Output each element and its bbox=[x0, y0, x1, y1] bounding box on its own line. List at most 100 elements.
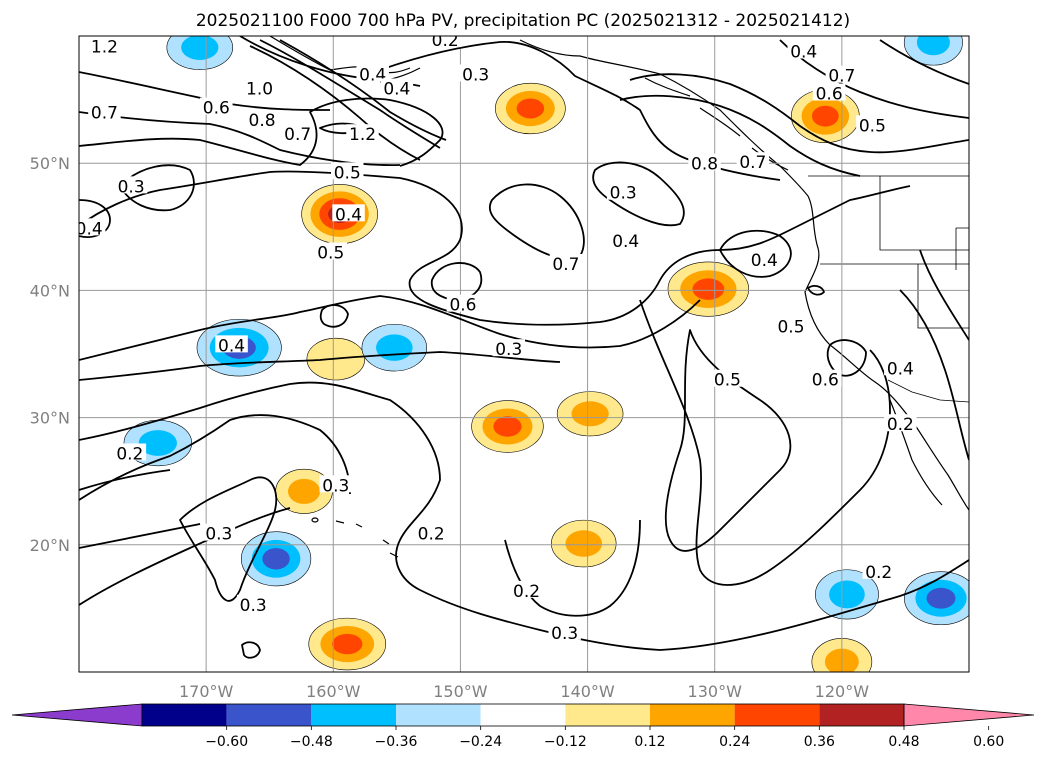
precip-feature-positive bbox=[551, 519, 617, 568]
chart-title: 2025021100 F000 700 hPa PV, precipitatio… bbox=[196, 11, 850, 31]
colorbar-tick-label: −0.48 bbox=[290, 734, 333, 750]
contour-label: 0.2 bbox=[432, 31, 459, 51]
contour-04-ring bbox=[79, 170, 911, 326]
contour-label: 0.7 bbox=[828, 67, 855, 87]
contour-label-bg bbox=[428, 36, 462, 48]
contour-03-loop-east bbox=[592, 161, 685, 227]
contour-label: 0.4 bbox=[612, 232, 639, 252]
colorbar-segment bbox=[565, 704, 650, 726]
hawaii-islands bbox=[335, 520, 399, 558]
lon-tick-label: 120°W bbox=[815, 682, 870, 701]
lon-tick-label: 160°W bbox=[306, 682, 361, 701]
colorbar-segment bbox=[734, 704, 820, 726]
contour-label: 0.3 bbox=[462, 65, 489, 85]
contour-north-east-2 bbox=[779, 39, 969, 119]
colorbar-tick-label: −0.12 bbox=[544, 734, 587, 750]
contour-se-03 bbox=[919, 249, 969, 341]
contour-south-02 bbox=[79, 381, 969, 651]
contour-label-bg bbox=[510, 580, 543, 598]
contour-label-bg bbox=[492, 339, 525, 357]
precip-contour-level bbox=[916, 36, 950, 56]
precip-contour-level bbox=[692, 278, 725, 300]
colorbar-tick-label: 0.60 bbox=[973, 734, 1004, 750]
contour-label-bg bbox=[414, 523, 448, 541]
colorbar-tick-label: 0.48 bbox=[888, 734, 919, 750]
lon-tick-label: 170°W bbox=[179, 682, 234, 701]
contour-label: 1.2 bbox=[349, 125, 376, 145]
contour-label-bg bbox=[446, 294, 480, 312]
contour-label-bg bbox=[202, 523, 236, 541]
contour-label: 0.4 bbox=[359, 65, 386, 85]
map-frame bbox=[78, 35, 970, 673]
contour-label-bg bbox=[113, 443, 147, 461]
colorbar-outline bbox=[141, 703, 905, 727]
colorbar-segment bbox=[311, 704, 396, 726]
precip-feature-positive bbox=[308, 617, 387, 671]
colorbar-segment bbox=[396, 704, 481, 726]
precip-feature-positive bbox=[275, 468, 333, 514]
precip-contour-level bbox=[516, 98, 545, 119]
contour-labels: 1.2 0.20.30.40.40.40.70.60.51.00.7 0.60.80… bbox=[79, 31, 917, 644]
contour-label-bg bbox=[346, 124, 379, 142]
contour-label: 0.8 bbox=[249, 111, 276, 131]
precip-feature-positive bbox=[556, 391, 624, 437]
contour-label-bg bbox=[332, 204, 365, 222]
contour-label: 0.3 bbox=[495, 340, 522, 360]
precip-feature-negative bbox=[361, 323, 428, 372]
colorbar-tick-label: 0.36 bbox=[804, 734, 835, 750]
bc-islands bbox=[644, 77, 789, 171]
contour-03-sub bbox=[79, 351, 561, 381]
contour-label-bg bbox=[606, 182, 640, 200]
contour-east-05 bbox=[664, 329, 792, 552]
contour-label-bg bbox=[281, 124, 314, 142]
contour-label-bg bbox=[609, 231, 642, 249]
contour-label: 0.2 bbox=[865, 563, 892, 583]
contour-label-bg bbox=[748, 250, 781, 268]
precip-contour-level bbox=[287, 478, 321, 504]
contour-label: 0.2 bbox=[887, 415, 914, 435]
precip-contour-level bbox=[138, 430, 177, 456]
contour-label: 0.7 bbox=[739, 153, 766, 173]
contour-label-bg bbox=[862, 561, 895, 579]
contour-label: 0.5 bbox=[334, 163, 361, 183]
pv-contours bbox=[79, 36, 969, 659]
contour-mid-east bbox=[719, 229, 792, 278]
contour-label-bg bbox=[787, 41, 820, 59]
contour-label: 1.2 bbox=[91, 37, 118, 57]
contour-label: 1.0 bbox=[246, 79, 273, 99]
precip-contour-level bbox=[829, 580, 865, 609]
colorbar-segment bbox=[226, 704, 312, 726]
contour-se-04 bbox=[899, 289, 969, 461]
contour-label: 0.5 bbox=[777, 317, 804, 337]
contour-east-06 bbox=[826, 339, 867, 377]
contour-label: 0.5 bbox=[859, 116, 886, 136]
lat-tick-label: 20°N bbox=[30, 536, 70, 555]
colorbar-tick-label: −0.60 bbox=[205, 734, 248, 750]
state-border-4 bbox=[955, 227, 969, 270]
contour-south-03 bbox=[79, 414, 641, 617]
contour-label-bg bbox=[736, 152, 770, 170]
contour-label: 0.7 bbox=[91, 104, 118, 124]
colorbar-tick-label: −0.24 bbox=[459, 734, 502, 750]
contour-06-loop bbox=[430, 262, 483, 301]
lat-tick-label: 50°N bbox=[30, 154, 70, 173]
colorbar-extend-high bbox=[903, 703, 1035, 727]
colorbar-segment bbox=[480, 704, 566, 726]
contour-label-bg bbox=[884, 414, 917, 432]
lon-tick-label: 150°W bbox=[433, 682, 488, 701]
state-border-1 bbox=[879, 176, 969, 251]
precip-feature-negative bbox=[903, 36, 963, 66]
precip-contour-level bbox=[332, 633, 363, 655]
contour-label-bg bbox=[314, 242, 347, 260]
contour-small-west bbox=[319, 304, 349, 328]
contour-south-rim bbox=[79, 469, 201, 549]
contour-label: 0.3 bbox=[240, 596, 267, 616]
contour-label: 0.3 bbox=[322, 476, 349, 496]
contour-label-bg bbox=[809, 369, 842, 387]
colorbar-tick-labels: −0.60 −0.48 −0.36 −0.24 −0.12 0.12 0.24 0.36 0.4… bbox=[205, 726, 1004, 750]
colorbar-tick-label: 0.24 bbox=[719, 734, 750, 750]
latitude-labels: 50°N 40°N 30°N 20°N bbox=[30, 154, 70, 555]
lon-tick-label: 140°W bbox=[560, 682, 615, 701]
contour-label-bg bbox=[319, 475, 353, 493]
contour-label-bg bbox=[243, 78, 276, 96]
